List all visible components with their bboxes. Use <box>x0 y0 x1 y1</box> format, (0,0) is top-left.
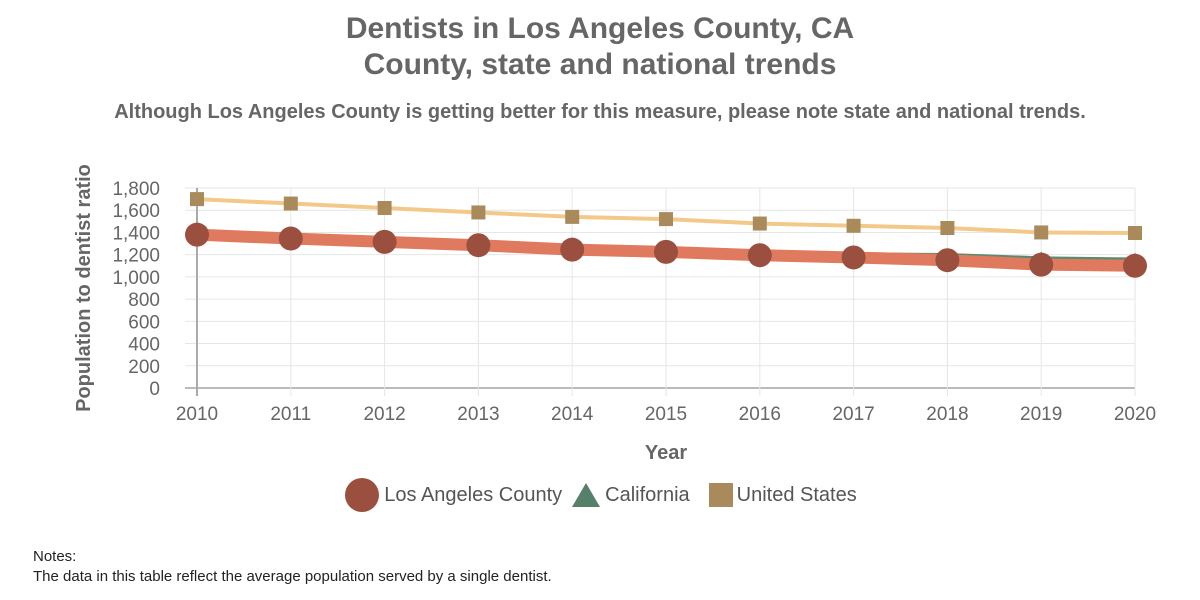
notes-heading: Notes: <box>33 548 77 565</box>
y-tick-label: 1,000 <box>112 268 160 289</box>
x-tick-label: 2015 <box>645 404 687 425</box>
legend-item-united-states[interactable]: United States <box>698 482 857 508</box>
x-tick-label: 2013 <box>457 404 499 425</box>
x-tick-label: 2017 <box>832 404 874 425</box>
legend-item-los-angeles-county[interactable]: Los Angeles County <box>343 476 562 514</box>
triangle-marker-icon <box>572 483 601 507</box>
data-point-los-angeles-county <box>841 245 866 270</box>
y-tick-label: 0 <box>149 379 160 400</box>
x-tick-label: 2020 <box>1114 404 1156 425</box>
data-point-united-states <box>1128 226 1142 240</box>
y-axis-label: Population to dentist ratio <box>73 164 95 412</box>
data-point-los-angeles-county <box>1123 253 1147 278</box>
data-point-los-angeles-county <box>935 248 960 273</box>
y-tick-label: 400 <box>128 335 160 356</box>
data-point-los-angeles-county <box>278 226 303 251</box>
chart-subtitle: Although Los Angeles County is getting b… <box>114 101 1086 123</box>
data-point-united-states <box>190 192 204 207</box>
x-tick-label: 2010 <box>176 404 218 425</box>
data-point-los-angeles-county <box>185 222 209 247</box>
data-point-los-angeles-county <box>747 243 772 268</box>
square-marker-icon <box>708 483 733 507</box>
legend-item-california[interactable]: California <box>570 481 690 509</box>
chart-title: Dentists in Los Angeles County, CA <box>345 12 855 45</box>
y-tick-label: 1,600 <box>112 201 160 222</box>
y-tick-label: 800 <box>128 290 160 311</box>
x-tick-label: 2011 <box>270 404 311 425</box>
x-tick-label: 2016 <box>739 404 781 425</box>
notes: Notes: The data in this table reflect th… <box>33 547 552 587</box>
data-point-united-states <box>565 209 580 224</box>
data-point-los-angeles-county <box>372 229 397 254</box>
data-point-united-states <box>283 196 298 211</box>
notes-text: The data in this table reflect the avera… <box>33 568 552 585</box>
y-tick-label: 200 <box>128 357 160 378</box>
data-point-los-angeles-county <box>560 237 585 262</box>
x-tick-label: 2018 <box>926 404 968 425</box>
data-point-united-states <box>659 212 673 227</box>
chart-title-line2: County, state and national trends <box>363 48 837 81</box>
x-axis-label: Year <box>645 442 687 464</box>
data-point-united-states <box>940 221 955 235</box>
y-tick-label: 1,400 <box>112 223 160 244</box>
x-tick-label: 2019 <box>1020 404 1062 425</box>
x-tick-label: 2014 <box>551 404 594 425</box>
y-tick-label: 1,800 <box>112 179 160 200</box>
data-point-united-states <box>1034 225 1049 240</box>
legend: Los Angeles County California United State… <box>0 476 1200 514</box>
legend-label: United States <box>736 483 857 506</box>
y-tick-label: 600 <box>128 312 160 333</box>
data-point-united-states <box>752 216 767 231</box>
data-point-los-angeles-county <box>1029 252 1054 277</box>
legend-label: California <box>605 483 690 506</box>
data-point-los-angeles-county <box>654 239 678 264</box>
data-point-united-states <box>377 201 392 215</box>
data-point-united-states <box>846 218 861 233</box>
data-point-united-states <box>471 205 486 220</box>
circle-marker-icon <box>345 478 380 512</box>
x-tick-label: 2012 <box>363 404 405 425</box>
data-point-los-angeles-county <box>466 233 491 258</box>
legend-label: Los Angeles County <box>384 483 563 506</box>
y-tick-label: 1,200 <box>112 246 160 267</box>
